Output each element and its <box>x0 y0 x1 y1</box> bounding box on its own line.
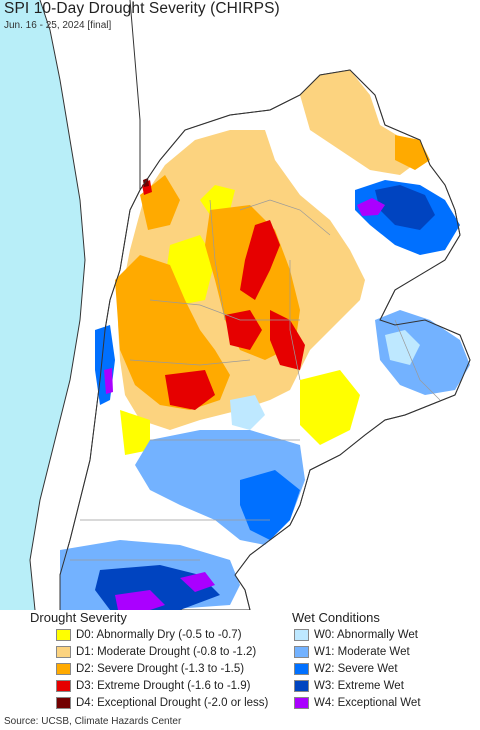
d3-swatch <box>56 679 71 692</box>
legend: Drought Severity Wet Conditions D0: Abno… <box>0 610 480 714</box>
legend-label: D1: Moderate Drought (-0.8 to -1.2) <box>76 645 257 658</box>
drought-map <box>0 0 480 610</box>
legend-item-d2: D2: Severe Drought (-1.3 to -1.5) <box>56 661 244 676</box>
legend-item-d4: D4: Exceptional Drought (-2.0 or less) <box>56 695 268 710</box>
d3-c <box>270 310 305 370</box>
w4-patagonia-b <box>180 572 215 592</box>
w1-swatch <box>294 645 309 658</box>
legend-item-d0: D0: Abnormally Dry (-0.5 to -0.7) <box>56 627 242 642</box>
d1-north <box>300 70 420 175</box>
d2-swatch <box>56 662 71 675</box>
legend-label: D2: Severe Drought (-1.3 to -1.5) <box>76 662 245 675</box>
map-subtitle: Jun. 16 - 25, 2024 [final] <box>4 20 112 31</box>
legend-item-d3: D3: Extreme Drought (-1.6 to -1.9) <box>56 678 250 693</box>
chile-border <box>29 0 86 610</box>
w2-south <box>240 470 300 540</box>
legend-label: D3: Extreme Drought (-1.6 to -1.9) <box>76 679 251 692</box>
w0-east <box>385 330 420 365</box>
d0-c <box>120 410 150 455</box>
legend-item-w2: W2: Severe Wet <box>294 661 398 676</box>
legend-item-w0: W0: Abnormally Wet <box>294 627 418 642</box>
w3-swatch <box>294 679 309 692</box>
legend-label: D0: Abnormally Dry (-0.5 to -0.7) <box>76 628 242 641</box>
legend-label: D4: Exceptional Drought (-2.0 or less) <box>76 696 269 709</box>
legend-label: W3: Extreme Wet <box>314 679 404 692</box>
legend-item-w3: W3: Extreme Wet <box>294 678 404 693</box>
legend-item-w1: W1: Moderate Wet <box>294 644 410 659</box>
legend-label: W2: Severe Wet <box>314 662 398 675</box>
w2-swatch <box>294 662 309 675</box>
w4-ne <box>357 198 385 216</box>
source-credit: Source: UCSB, Climate Hazards Center <box>4 716 182 727</box>
legend-label: W4: Exceptional Wet <box>314 696 421 709</box>
w4-patagonia <box>115 590 165 610</box>
legend-item-w4: W4: Exceptional Wet <box>294 695 421 710</box>
d4-swatch <box>56 696 71 709</box>
map-canvas <box>0 0 480 610</box>
w1-east <box>375 310 470 395</box>
d0-swatch <box>56 628 71 641</box>
d4-a <box>143 178 149 187</box>
d3-d <box>165 370 215 410</box>
internal-borders <box>70 199 441 561</box>
drought-legend-heading: Drought Severity <box>30 610 127 625</box>
andes-border <box>59 0 141 610</box>
legend-item-d1: D1: Moderate Drought (-0.8 to -1.2) <box>56 644 256 659</box>
country-border <box>139 69 471 610</box>
w1-coast <box>230 395 265 430</box>
legend-label: W1: Moderate Wet <box>314 645 410 658</box>
w4-chile <box>104 368 113 394</box>
d1-swatch <box>56 645 71 658</box>
w0-swatch <box>294 628 309 641</box>
d3-a <box>240 220 280 300</box>
w3-ne <box>375 185 435 230</box>
wet-legend-heading: Wet Conditions <box>292 610 380 625</box>
map-title: SPI 10-Day Drought Severity (CHIRPS) <box>4 0 280 17</box>
d0-d <box>200 185 235 215</box>
w4-swatch <box>294 696 309 709</box>
legend-label: W0: Abnormally Wet <box>314 628 418 641</box>
d0-b <box>300 370 360 445</box>
